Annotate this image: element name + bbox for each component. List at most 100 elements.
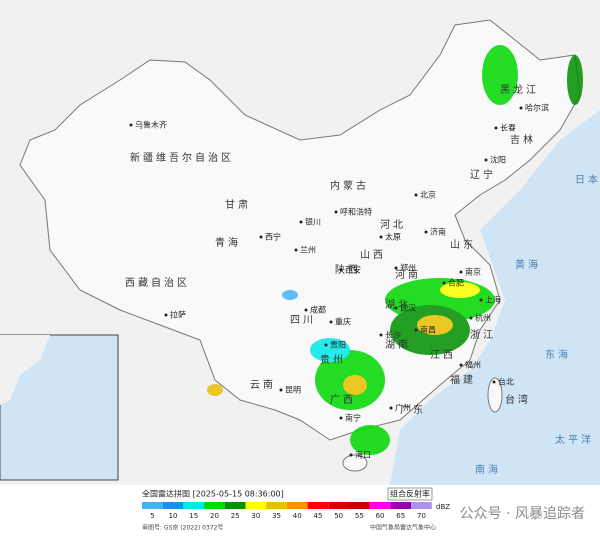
radar-echoes xyxy=(207,45,583,455)
legend-label: 60 xyxy=(376,512,385,520)
city-label: 成都 xyxy=(310,305,326,315)
city-label: 西宁 xyxy=(265,232,281,242)
legend-label: 30 xyxy=(251,512,260,520)
legend-label: 55 xyxy=(355,512,364,520)
city-dot xyxy=(164,313,168,317)
watermark: 公众号 · 风暴追踪者 xyxy=(460,506,585,522)
city-label: 太原 xyxy=(385,232,401,242)
city-label: 北京 xyxy=(420,190,436,200)
city-dot xyxy=(379,333,383,337)
city-dot xyxy=(324,343,328,347)
city-dot xyxy=(329,320,333,324)
region-label: 福建 xyxy=(450,373,476,386)
legend-swatch xyxy=(142,502,163,509)
legend-label: 65 xyxy=(396,512,405,520)
legend-label: 5 xyxy=(150,512,154,520)
legend-label: 70 xyxy=(417,512,426,520)
region-label: 山东 xyxy=(450,238,476,251)
city-dot xyxy=(304,308,308,312)
city-label: 银川 xyxy=(305,217,321,227)
city-dot xyxy=(424,230,428,234)
legend-label: 40 xyxy=(293,512,302,520)
city-label: 杭州 xyxy=(475,313,491,323)
map-number: 审图号: GS京 (2022) 0372号 xyxy=(142,524,223,532)
sea-label: 黄海 xyxy=(515,258,541,271)
region-label: 陕西 xyxy=(335,263,361,276)
city-dot xyxy=(414,193,418,197)
region-label: 广西 xyxy=(330,394,356,406)
city-dot xyxy=(389,406,393,410)
city-label: 沈阳 xyxy=(490,155,506,165)
city-dot xyxy=(459,363,463,367)
city-dot xyxy=(334,210,338,214)
region-label: 台湾 xyxy=(505,393,531,406)
city-dot xyxy=(459,270,463,274)
city-dot xyxy=(279,388,283,392)
legend-title: 组合反射率 xyxy=(390,489,430,499)
city-label: 武汉 xyxy=(400,303,416,313)
legend-label: 50 xyxy=(334,512,343,520)
city-dot xyxy=(414,328,418,332)
title: 全国雷达拼图 [2025-05-15 08:36:00] xyxy=(142,489,284,499)
city-dot xyxy=(349,453,353,457)
sea-label: 太平洋 xyxy=(555,433,594,446)
region-label: 四川 xyxy=(290,315,316,326)
legend-swatch xyxy=(224,502,246,509)
city-dot xyxy=(379,235,383,239)
region-label: 新疆维吾尔自治区 xyxy=(130,151,234,164)
city-label: 哈尔滨 xyxy=(525,103,549,113)
legend-swatch xyxy=(183,502,205,509)
legend-swatch xyxy=(390,502,412,509)
legend-swatch xyxy=(328,502,349,509)
legend-label: 20 xyxy=(210,512,219,520)
city-dot xyxy=(129,123,133,127)
taiwan-island xyxy=(487,377,503,413)
legend-swatch xyxy=(349,502,370,509)
sea-label: 日本海 xyxy=(575,173,600,186)
city-label: 上海 xyxy=(485,295,501,305)
city-dot xyxy=(484,158,488,162)
legend-swatch xyxy=(411,502,432,509)
city-dot xyxy=(519,106,523,110)
hainan xyxy=(342,454,368,472)
legend-unit: dBZ xyxy=(436,503,450,511)
city-label: 合肥 xyxy=(448,278,464,288)
city-label: 济南 xyxy=(430,227,446,237)
region-label: 湖南 xyxy=(385,338,411,351)
city-label: 南昌 xyxy=(420,325,436,335)
city-dot xyxy=(442,281,446,285)
legend-label: 45 xyxy=(313,512,322,520)
city-label: 贵阳 xyxy=(330,340,346,350)
city-label: 昆明 xyxy=(285,386,301,395)
region-label: 浙江 xyxy=(470,329,496,341)
city-dot xyxy=(394,306,398,310)
city-label: 海口 xyxy=(355,450,371,460)
city-label: 南京 xyxy=(465,267,481,277)
legend-swatch xyxy=(245,502,267,509)
legend-title-box xyxy=(387,487,433,501)
sea-label: 东海 xyxy=(545,348,571,361)
region-label: 内蒙古 xyxy=(330,179,369,192)
city-label: 福州 xyxy=(465,361,481,370)
city-dot xyxy=(469,316,473,320)
sea-label: 南海 xyxy=(475,463,501,476)
legend-label: 25 xyxy=(231,512,240,520)
inset-land xyxy=(0,335,50,405)
city-dot xyxy=(294,248,298,252)
city-label: 乌鲁木齐 xyxy=(135,120,167,130)
city-dot xyxy=(494,126,498,130)
region-label: 吉林 xyxy=(510,133,536,146)
city-label: 广州 xyxy=(395,403,411,413)
city-dot xyxy=(492,380,496,384)
city-dot xyxy=(339,268,343,272)
legend-swatch xyxy=(266,502,287,509)
region-label: 甘肃 xyxy=(225,198,251,211)
city-label: 长春 xyxy=(500,123,516,133)
city-label: 重庆 xyxy=(335,317,351,327)
city-label: 长沙 xyxy=(385,330,401,340)
city-label: 台北 xyxy=(498,377,514,387)
region-label: 云南 xyxy=(250,378,276,391)
source: 中国气象局雷达气象中心 xyxy=(370,524,436,532)
region-label: 江西 xyxy=(430,349,456,361)
